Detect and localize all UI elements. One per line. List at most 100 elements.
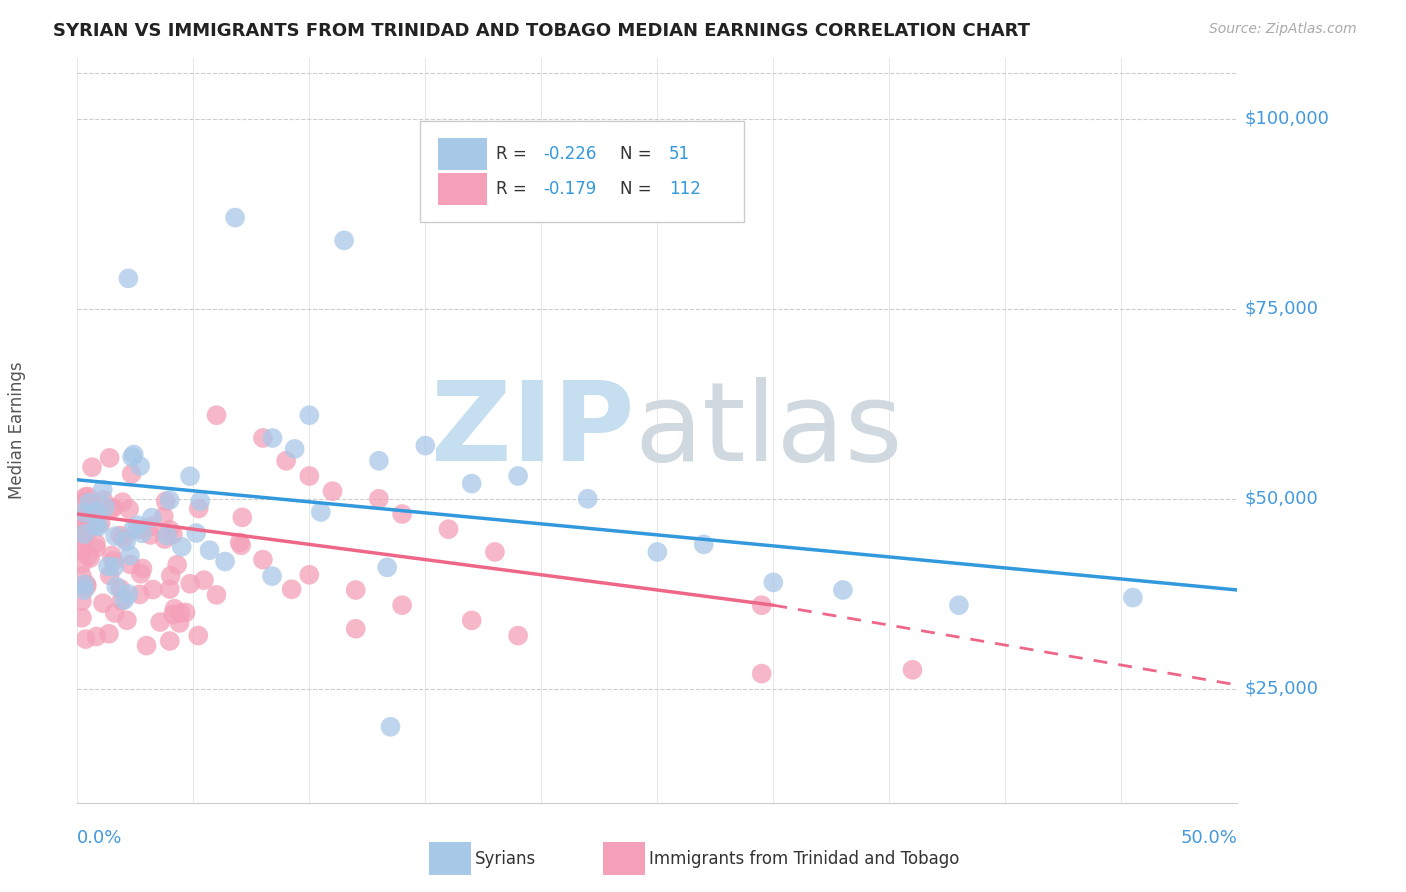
Point (90, 516, 112, 530)
Point (128, 587, 150, 601)
Point (159, 582, 181, 596)
Text: $50,000: $50,000 (1244, 490, 1317, 508)
Point (751, 666, 773, 681)
Point (70, 540, 93, 554)
Point (193, 573, 215, 587)
Point (79, 551, 101, 566)
Point (98, 450, 121, 465)
Point (166, 558, 188, 572)
Point (188, 494, 211, 508)
Point (70, 513, 93, 527)
Point (93, 493, 115, 508)
Text: Syrians: Syrians (475, 850, 537, 868)
Point (84, 518, 107, 533)
Point (97, 559, 120, 574)
Text: -0.179: -0.179 (544, 180, 598, 198)
Point (153, 509, 176, 524)
Point (105, 580, 128, 594)
Point (413, 439, 436, 453)
Point (73, 506, 96, 520)
Text: atlas: atlas (634, 377, 903, 483)
Point (298, 567, 321, 582)
Point (391, 598, 413, 612)
Point (156, 528, 179, 542)
Point (762, 575, 785, 590)
Point (344, 582, 367, 597)
Point (122, 521, 145, 535)
Point (368, 491, 391, 506)
Point (118, 502, 141, 516)
Point (70, 569, 93, 583)
Point (70, 544, 93, 558)
Point (131, 561, 153, 575)
Point (252, 552, 274, 566)
Point (131, 526, 153, 541)
Point (187, 629, 209, 643)
Point (693, 537, 716, 551)
Point (380, 720, 402, 734)
Point (231, 510, 253, 524)
Point (73, 577, 96, 591)
Point (262, 431, 284, 445)
Point (186, 526, 208, 541)
Point (129, 458, 152, 473)
Point (73, 527, 96, 541)
Point (86, 504, 108, 518)
Point (274, 454, 298, 468)
FancyBboxPatch shape (439, 173, 486, 204)
Point (70, 594, 93, 608)
Point (153, 532, 176, 546)
Point (97, 627, 120, 641)
Point (162, 527, 184, 541)
Point (91, 483, 114, 497)
Point (86, 630, 108, 644)
Point (121, 467, 143, 481)
Point (139, 528, 162, 542)
Point (70, 533, 93, 547)
Point (461, 476, 484, 491)
Point (484, 545, 506, 559)
Point (139, 519, 162, 533)
Point (170, 540, 193, 554)
Point (77, 495, 100, 509)
Text: Source: ZipAtlas.com: Source: ZipAtlas.com (1209, 22, 1357, 37)
Point (333, 233, 356, 247)
Point (75, 526, 97, 541)
Point (298, 469, 321, 483)
FancyBboxPatch shape (603, 842, 644, 875)
Point (174, 606, 197, 620)
Text: N =: N = (620, 180, 657, 198)
Point (647, 545, 669, 559)
FancyBboxPatch shape (429, 842, 471, 875)
Point (77, 515, 100, 529)
Point (80, 460, 103, 475)
Point (128, 522, 150, 536)
Point (135, 639, 157, 653)
Text: R =: R = (496, 180, 531, 198)
Point (104, 529, 127, 543)
Text: 51: 51 (669, 145, 690, 163)
Point (155, 494, 177, 508)
Point (127, 518, 149, 533)
Point (205, 408, 228, 422)
Point (321, 484, 344, 499)
Text: $100,000: $100,000 (1244, 110, 1329, 128)
Point (224, 211, 246, 225)
Point (169, 615, 191, 630)
Point (948, 598, 970, 612)
Point (73, 583, 96, 598)
Point (149, 615, 172, 629)
Point (70, 611, 93, 625)
Point (76, 577, 98, 591)
Point (70, 518, 93, 533)
Point (506, 469, 529, 483)
Point (104, 606, 127, 620)
Point (84, 536, 107, 550)
Point (75, 490, 97, 504)
Point (142, 582, 165, 597)
Point (77, 523, 100, 537)
Point (375, 560, 398, 574)
Point (101, 501, 124, 516)
FancyBboxPatch shape (439, 138, 486, 169)
Point (298, 408, 321, 422)
